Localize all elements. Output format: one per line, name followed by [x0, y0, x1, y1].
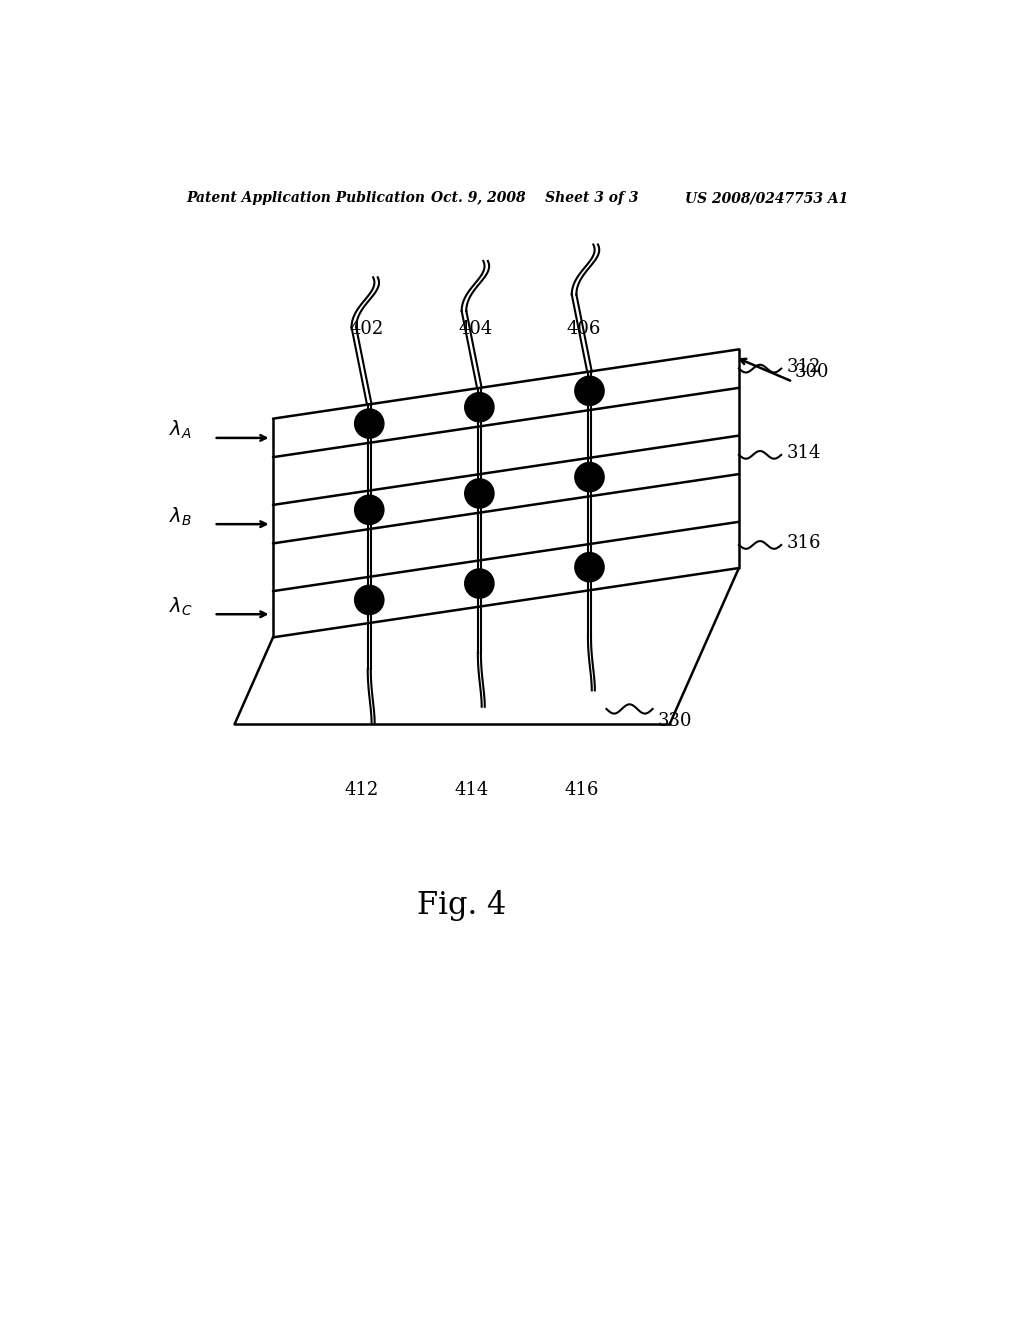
Polygon shape	[273, 521, 739, 638]
Text: $\lambda_B$: $\lambda_B$	[169, 506, 191, 528]
Text: 406: 406	[567, 321, 601, 338]
Text: 402: 402	[350, 321, 384, 338]
Text: Fig. 4: Fig. 4	[417, 890, 506, 921]
Circle shape	[465, 479, 494, 508]
Polygon shape	[273, 350, 739, 457]
Text: Oct. 9, 2008    Sheet 3 of 3: Oct. 9, 2008 Sheet 3 of 3	[431, 191, 638, 206]
Circle shape	[574, 462, 604, 492]
Text: 300: 300	[795, 363, 828, 381]
Text: 414: 414	[455, 781, 488, 799]
Text: $\lambda_A$: $\lambda_A$	[169, 418, 191, 441]
Text: 316: 316	[786, 535, 821, 552]
Text: 314: 314	[786, 445, 821, 462]
Text: 330: 330	[658, 711, 692, 730]
Text: 404: 404	[459, 321, 493, 338]
Circle shape	[574, 553, 604, 582]
Circle shape	[354, 495, 384, 524]
Circle shape	[465, 569, 494, 598]
Text: 312: 312	[786, 358, 821, 376]
Text: 416: 416	[564, 781, 599, 799]
Circle shape	[465, 392, 494, 422]
Text: Patent Application Publication: Patent Application Publication	[186, 191, 425, 206]
Circle shape	[354, 585, 384, 615]
Circle shape	[574, 376, 604, 405]
Polygon shape	[273, 436, 739, 544]
Text: US 2008/0247753 A1: US 2008/0247753 A1	[685, 191, 848, 206]
Text: 412: 412	[344, 781, 379, 799]
Circle shape	[354, 409, 384, 438]
Text: $\lambda_C$: $\lambda_C$	[169, 595, 193, 618]
